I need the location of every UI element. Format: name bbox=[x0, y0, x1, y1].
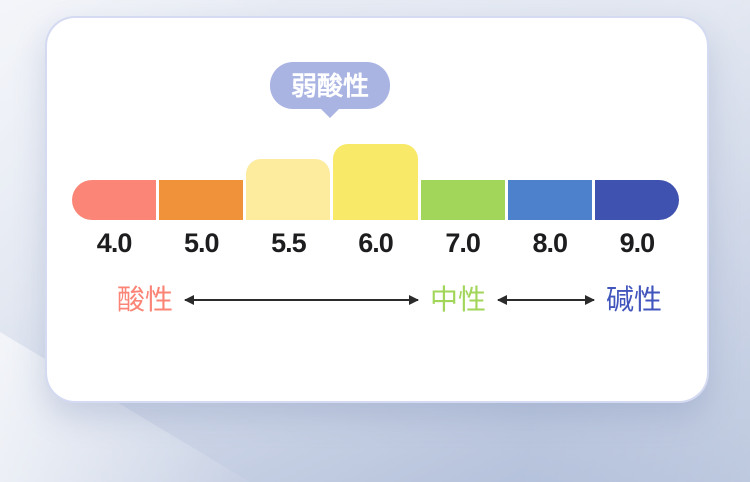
ph-segment-7.0 bbox=[420, 180, 505, 220]
ph-chart-card: 弱酸性 4.0 5.0 5.5 6.0 7.0 8.0 9.0 酸性 中性 碱性 bbox=[45, 16, 709, 403]
tick-label: 5.0 bbox=[183, 228, 220, 258]
ph-segment-9.0 bbox=[594, 180, 679, 220]
ph-segment-5.5 bbox=[246, 159, 331, 220]
zone-row: 酸性 中性 碱性 bbox=[117, 280, 662, 320]
zone-label-alkaline: 碱性 bbox=[605, 284, 662, 315]
neutral-range-double-arrow-icon bbox=[496, 295, 595, 305]
tick-label: 7.0 bbox=[445, 228, 481, 258]
zone-label-neutral: 中性 bbox=[429, 284, 486, 315]
annotation-bubble: 弱酸性 bbox=[269, 62, 391, 118]
ph-segment-8.0 bbox=[507, 180, 592, 220]
tick-label: 9.0 bbox=[619, 228, 656, 258]
annotation-label: 弱酸性 bbox=[290, 71, 370, 101]
ph-segment-4.0 bbox=[72, 180, 157, 220]
tick-label: 8.0 bbox=[532, 228, 569, 258]
tick-label: 5.5 bbox=[271, 228, 307, 258]
acidic-range-double-arrow-icon bbox=[184, 295, 419, 305]
tick-label: 4.0 bbox=[96, 228, 133, 258]
tick-label: 6.0 bbox=[358, 228, 394, 258]
ph-scale-bar bbox=[72, 144, 679, 220]
bubble-tail-icon bbox=[318, 107, 341, 118]
zone-label-acidic: 酸性 bbox=[117, 284, 174, 315]
ph-segment-5.0 bbox=[159, 180, 244, 220]
ph-segment-6.0 bbox=[333, 144, 418, 220]
tick-row: 4.0 5.0 5.5 6.0 7.0 8.0 9.0 bbox=[72, 228, 679, 259]
